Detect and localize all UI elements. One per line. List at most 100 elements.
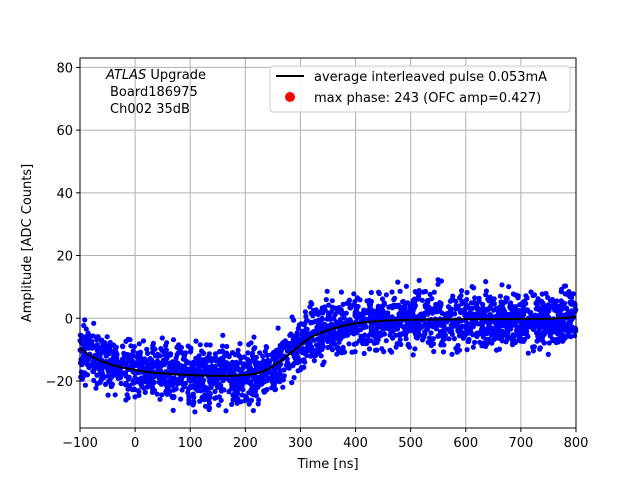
scatter-point [388, 322, 394, 328]
scatter-point [368, 289, 374, 296]
scatter-point [466, 338, 472, 345]
scatter-point [186, 400, 192, 406]
scatter-point [94, 381, 100, 387]
scatter-point [539, 331, 545, 337]
scatter-point [91, 377, 97, 383]
scatter-point [228, 386, 235, 392]
scatter-point [514, 323, 520, 329]
scatter-point [136, 389, 142, 395]
scatter-point [562, 291, 568, 297]
scatter-point [346, 298, 352, 304]
scatter-point [239, 392, 245, 398]
scatter-point [129, 351, 135, 358]
scatter-point [455, 342, 461, 349]
scatter-point [376, 290, 382, 297]
scatter-point [424, 326, 430, 332]
scatter-point [208, 366, 214, 372]
scatter-point [569, 324, 575, 330]
scatter-point [174, 381, 180, 387]
scatter-point [237, 341, 243, 347]
scatter-point [112, 392, 118, 398]
scatter-point [354, 314, 360, 320]
annotation-upgrade: Upgrade [146, 68, 206, 83]
scatter-point [158, 346, 164, 352]
scatter-point [316, 345, 322, 351]
scatter-point [515, 331, 521, 337]
scatter-point [138, 365, 144, 371]
scatter-point [518, 308, 524, 314]
scatter-point [442, 332, 448, 338]
scatter-point [226, 353, 232, 359]
x-tick-label: 200 [233, 436, 258, 451]
scatter-point [145, 350, 151, 356]
scatter-point [165, 380, 171, 386]
scatter-point [311, 358, 317, 364]
scatter-point [430, 336, 436, 342]
scatter-point [464, 330, 470, 336]
scatter-point [289, 380, 295, 386]
scatter-point [336, 305, 342, 311]
scatter-point [372, 347, 379, 353]
scatter-point [453, 298, 459, 304]
scatter-point [104, 334, 110, 340]
scatter-point [507, 311, 514, 317]
scatter-point [145, 378, 151, 384]
scatter-point [170, 407, 176, 413]
scatter-point [164, 340, 170, 346]
scatter-point [202, 403, 209, 409]
scatter-point [515, 293, 521, 299]
scatter-point [499, 333, 505, 340]
scatter-point [476, 295, 482, 301]
scatter-point [562, 305, 569, 311]
scatter-point [186, 393, 192, 399]
scatter-point [551, 329, 557, 335]
scatter-point [281, 345, 287, 351]
scatter-point [216, 381, 222, 387]
scatter-point [398, 341, 404, 348]
scatter-point [162, 361, 168, 367]
scatter-point [376, 315, 382, 321]
scatter-point [178, 368, 184, 374]
scatter-point [524, 307, 531, 313]
scatter-point [150, 345, 156, 351]
scatter-point [354, 330, 360, 336]
scatter-point [156, 376, 162, 382]
scatter-point [379, 346, 385, 352]
scatter-point [297, 358, 303, 364]
scatter-point [247, 364, 253, 370]
scatter-point [94, 372, 100, 378]
scatter-point [470, 332, 476, 338]
scatter-point [325, 344, 331, 351]
scatter-point [470, 344, 476, 350]
scatter-point [459, 288, 465, 294]
scatter-point [375, 306, 381, 313]
scatter-point [560, 332, 566, 338]
x-tick-label: 100 [178, 436, 203, 451]
scatter-point [416, 277, 422, 283]
scatter-point [188, 383, 194, 389]
scatter-point [448, 306, 454, 312]
scatter-point [483, 343, 489, 349]
scatter-point [531, 292, 538, 298]
scatter-point [405, 342, 411, 348]
scatter-point [111, 357, 118, 363]
scatter-point [459, 298, 465, 304]
scatter-point [493, 305, 499, 311]
legend-entry-max-phase: max phase: 243 (OFC amp=0.427) [314, 91, 541, 106]
scatter-point [531, 324, 537, 330]
scatter-point [336, 309, 342, 315]
scatter-point [272, 387, 278, 393]
scatter-point [389, 305, 395, 311]
average-pulse-line [79, 315, 577, 377]
scatter-point [455, 324, 462, 330]
scatter-point [567, 299, 573, 306]
scatter-point [505, 330, 511, 336]
scatter-point [425, 299, 431, 305]
legend-box [269, 65, 571, 113]
legend-entry-average: average interleaved pulse 0.053mA [314, 70, 547, 85]
scatter-point [216, 349, 222, 355]
scatter-point [152, 373, 159, 379]
scatter-point [175, 350, 181, 356]
scatter-point [302, 309, 308, 315]
scatter-point [172, 366, 178, 372]
